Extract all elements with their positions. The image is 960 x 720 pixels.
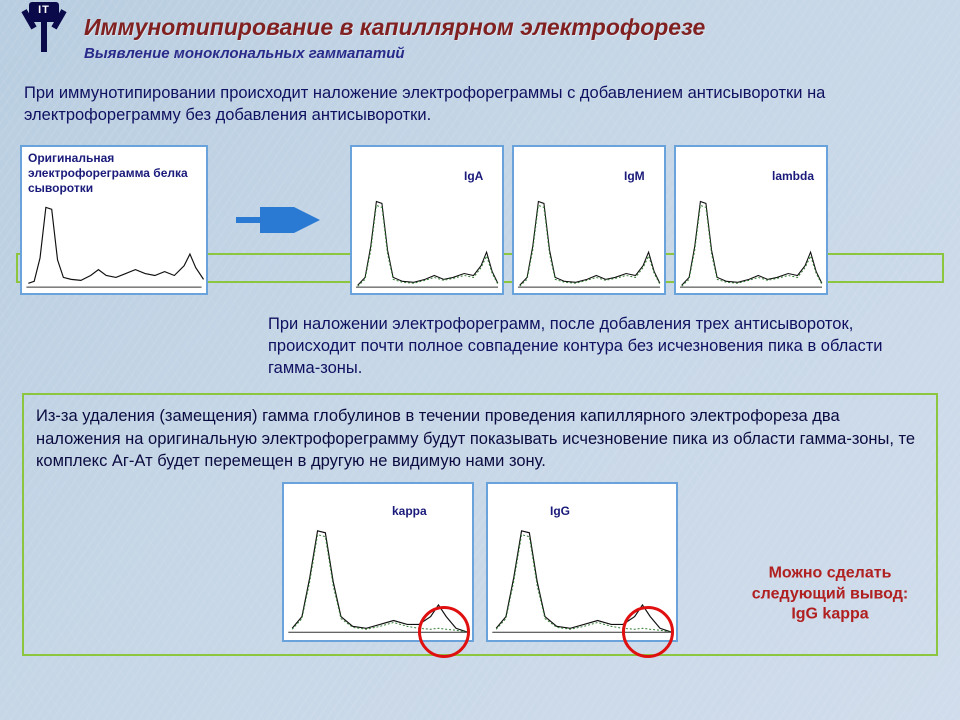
gamma-peak-circle <box>622 606 674 658</box>
logo-immunotyping: IT <box>18 6 70 64</box>
panel-igm: IgM <box>512 145 666 295</box>
conclusion-box: Из-за удаления (замещения) гамма глобули… <box>22 393 938 656</box>
logo-text: IT <box>38 4 50 16</box>
gamma-peak-circle <box>418 606 470 658</box>
panel-lambda: lambda <box>674 145 828 295</box>
chart-iga <box>352 147 502 293</box>
panel-original: Оригинальная электрофореграмма белка сыв… <box>20 145 208 295</box>
chart-lambda <box>676 147 826 293</box>
page-title: Иммунотипирование в капиллярном электроф… <box>84 14 942 41</box>
panel-iga: IgA <box>350 145 504 295</box>
mid-paragraph: При наложении электрофореграмм, после до… <box>268 313 936 380</box>
arrow-icon <box>234 207 320 233</box>
page-subtitle: Выявление моноклональных гаммапатий <box>84 45 942 62</box>
top-panel-row: Оригинальная электрофореграмма белка сыв… <box>20 145 940 295</box>
header: IT Иммунотипирование в капиллярном элект… <box>18 10 942 64</box>
intro-paragraph: При иммунотипировании происходит наложен… <box>24 82 936 127</box>
box-paragraph: Из-за удаления (замещения) гамма глобули… <box>36 405 924 472</box>
chart-original <box>22 147 206 293</box>
chart-igm <box>514 147 664 293</box>
conclusion-text: Можно сделать следующий вывод: IgG kappa <box>740 563 920 625</box>
panel-igg: IgG <box>486 482 678 642</box>
panel-kappa: kappa <box>282 482 474 642</box>
